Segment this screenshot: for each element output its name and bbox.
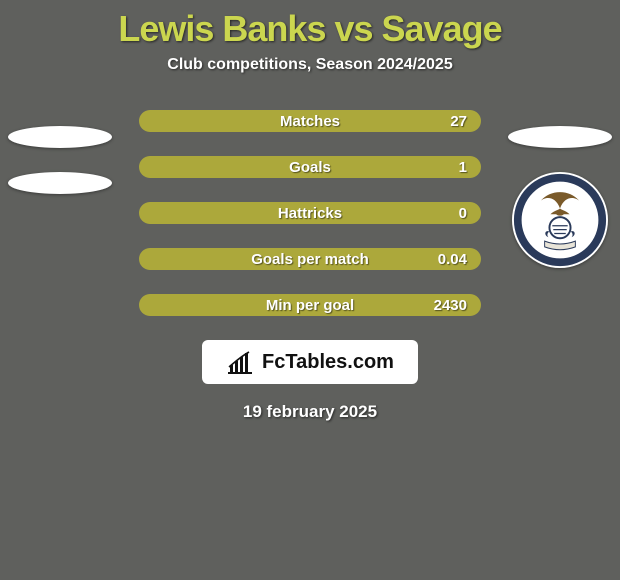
stat-value: 2430 [434,297,467,314]
stat-bar: Goals 1 [139,156,481,178]
subtitle: Club competitions, Season 2024/2025 [167,56,452,74]
footer-date: 19 february 2025 [243,402,377,422]
stats-card: Lewis Banks vs Savage Club competitions,… [0,0,620,580]
stat-value: 1 [459,159,467,176]
stat-value: 27 [450,113,467,130]
stat-label: Min per goal [266,297,354,314]
stat-bar: Matches 27 [139,110,481,132]
stat-label: Hattricks [278,205,342,222]
stat-bar: Hattricks 0 [139,202,481,224]
stat-bar: Min per goal 2430 [139,294,481,316]
stat-rows: Matches 27 Goals 1 Hattricks 0 Goals per… [0,110,620,316]
stat-value: 0.04 [438,251,467,268]
stat-bar: Goals per match 0.04 [139,248,481,270]
brand-link[interactable]: FcTables.com [202,340,418,384]
stat-value: 0 [459,205,467,222]
page-title: Lewis Banks vs Savage [118,8,501,50]
stat-label: Matches [280,113,340,130]
brand-text: FcTables.com [262,351,394,374]
stat-label: Goals per match [251,251,369,268]
bar-chart-icon [226,349,254,375]
stat-label: Goals [289,159,331,176]
